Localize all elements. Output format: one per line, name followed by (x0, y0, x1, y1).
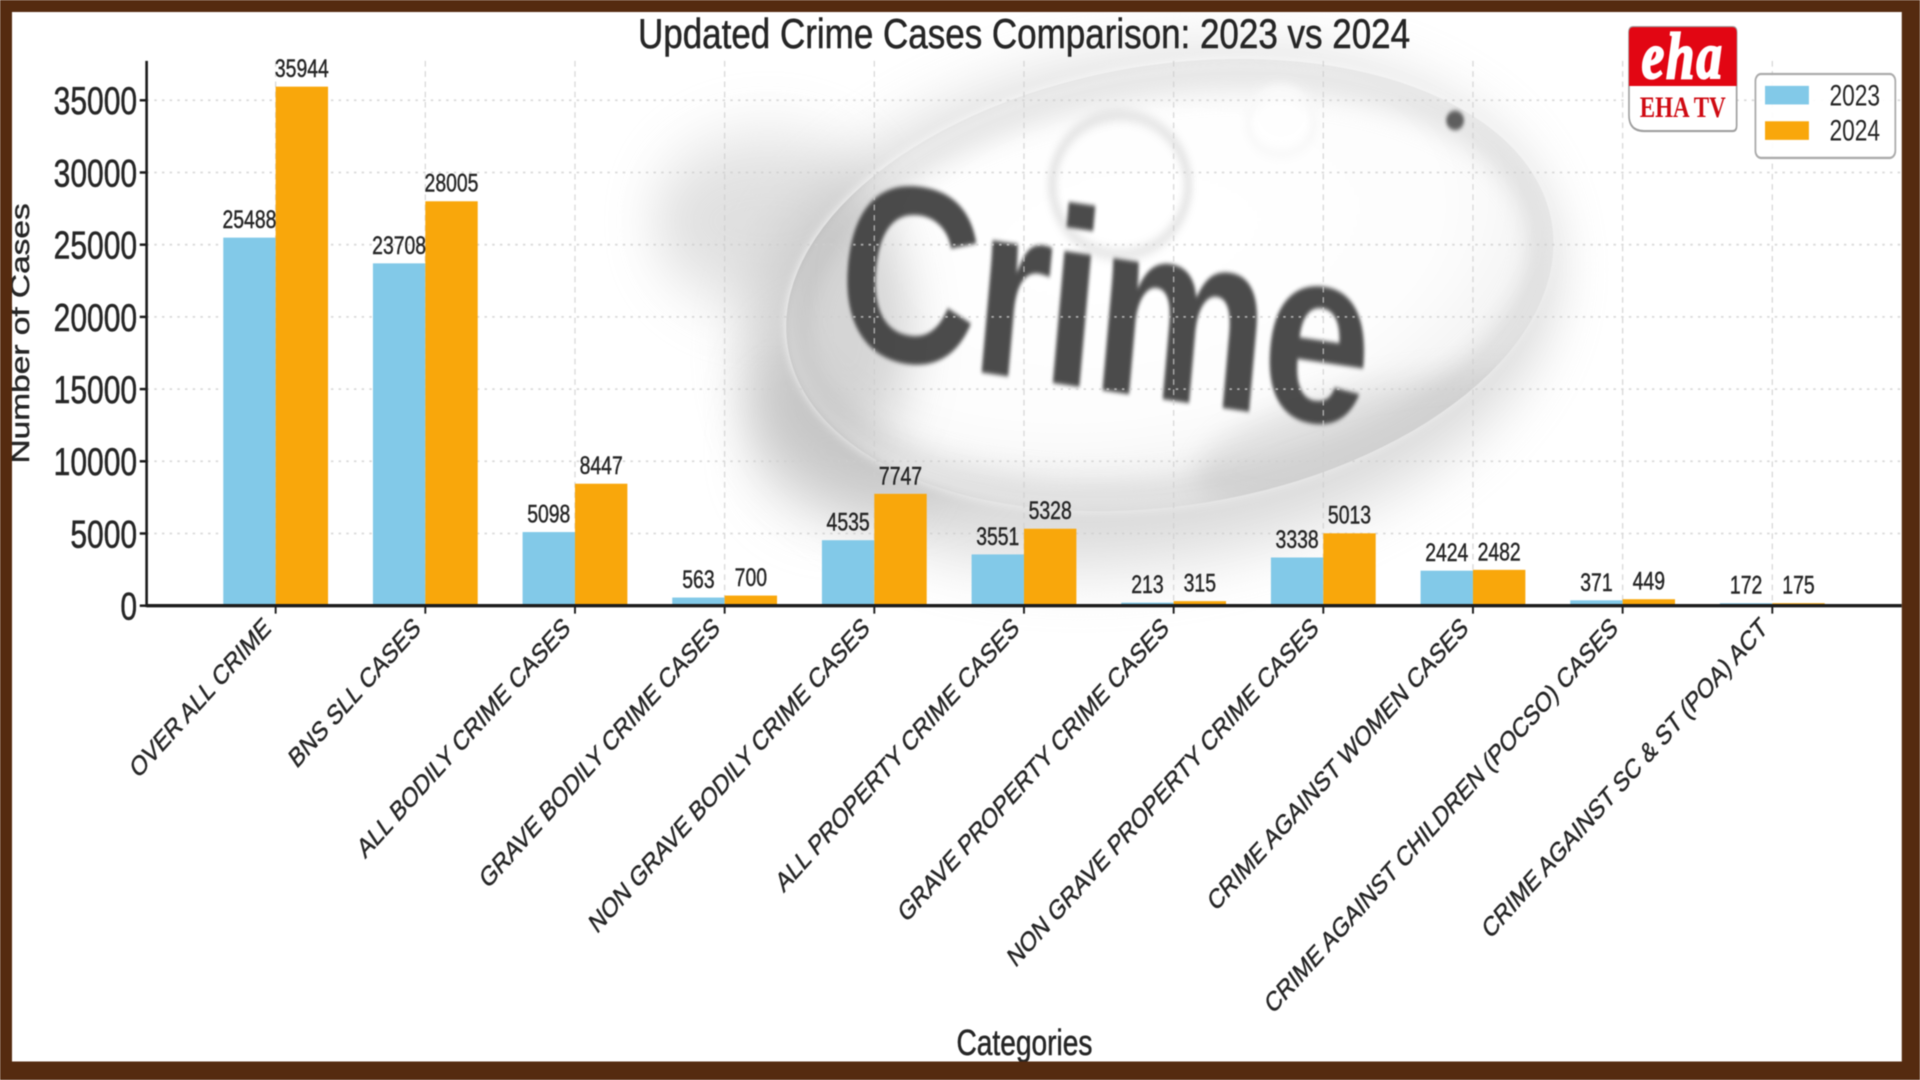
svg-text:30000: 30000 (54, 153, 138, 195)
svg-text:35944: 35944 (275, 55, 329, 83)
svg-text:15000: 15000 (54, 369, 138, 411)
svg-text:3338: 3338 (1276, 526, 1319, 554)
svg-text:449: 449 (1633, 567, 1665, 595)
svg-text:20000: 20000 (54, 297, 138, 339)
svg-text:4535: 4535 (827, 508, 870, 536)
svg-text:5098: 5098 (527, 500, 570, 528)
svg-text:10000: 10000 (54, 442, 138, 484)
svg-text:Categories: Categories (956, 1023, 1092, 1063)
svg-text:213: 213 (1131, 571, 1163, 599)
svg-text:0: 0 (120, 586, 137, 628)
svg-text:2023: 2023 (1829, 79, 1880, 113)
svg-text:3551: 3551 (976, 522, 1019, 550)
svg-text:7747: 7747 (879, 462, 922, 490)
svg-text:EHA TV: EHA TV (1640, 90, 1726, 124)
svg-text:Updated Crime Cases Comparison: Updated Crime Cases Comparison: 2023 vs … (638, 10, 1410, 57)
svg-text:35000: 35000 (54, 81, 138, 123)
svg-text:563: 563 (682, 566, 714, 594)
svg-text:2482: 2482 (1478, 538, 1521, 566)
svg-text:23708: 23708 (372, 231, 426, 259)
svg-text:5328: 5328 (1029, 497, 1072, 525)
svg-text:172: 172 (1730, 571, 1762, 599)
svg-text:28005: 28005 (425, 169, 479, 197)
svg-text:5013: 5013 (1328, 501, 1371, 529)
svg-text:315: 315 (1184, 569, 1216, 597)
svg-text:25488: 25488 (223, 206, 277, 234)
svg-text:eha: eha (1642, 20, 1724, 93)
svg-text:2024: 2024 (1829, 114, 1880, 148)
svg-text:8447: 8447 (580, 452, 623, 480)
svg-text:175: 175 (1782, 571, 1814, 599)
svg-text:700: 700 (735, 564, 767, 592)
svg-text:2424: 2424 (1425, 539, 1468, 567)
svg-text:25000: 25000 (54, 225, 138, 267)
svg-text:371: 371 (1580, 568, 1612, 596)
svg-text:5000: 5000 (70, 514, 137, 556)
